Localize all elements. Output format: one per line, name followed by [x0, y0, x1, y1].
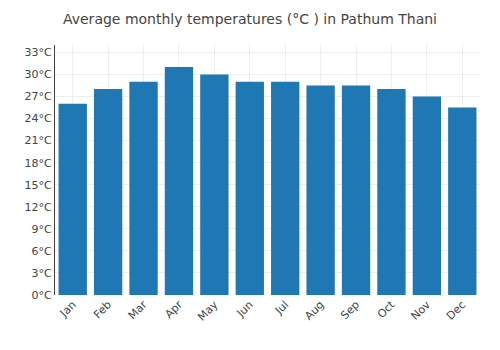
svg-text:Apr: Apr: [162, 298, 185, 321]
svg-text:12°C: 12°C: [25, 201, 52, 214]
svg-text:Jan: Jan: [57, 298, 79, 320]
svg-text:Nov: Nov: [409, 298, 434, 323]
svg-text:Oct: Oct: [375, 298, 398, 321]
svg-text:Average monthly temperatures (: Average monthly temperatures (°C ) in Pa…: [63, 11, 437, 27]
svg-text:27°C: 27°C: [25, 90, 52, 103]
svg-text:Sep: Sep: [338, 298, 362, 322]
svg-text:6°C: 6°C: [32, 245, 52, 258]
svg-text:Mar: Mar: [126, 298, 150, 322]
svg-text:Dec: Dec: [444, 298, 468, 322]
svg-text:30°C: 30°C: [25, 68, 52, 81]
svg-text:21°C: 21°C: [25, 134, 52, 147]
svg-text:15°C: 15°C: [25, 179, 52, 192]
svg-text:9°C: 9°C: [32, 223, 52, 236]
svg-text:Aug: Aug: [302, 298, 326, 322]
svg-text:Feb: Feb: [91, 298, 114, 321]
svg-text:Jul: Jul: [272, 298, 291, 317]
svg-text:0°C: 0°C: [32, 289, 52, 302]
svg-text:Jun: Jun: [234, 298, 256, 320]
svg-text:33°C: 33°C: [25, 46, 52, 59]
svg-text:24°C: 24°C: [25, 112, 52, 125]
svg-text:3°C: 3°C: [32, 267, 52, 280]
svg-text:May: May: [195, 298, 221, 324]
svg-text:18°C: 18°C: [25, 157, 52, 170]
